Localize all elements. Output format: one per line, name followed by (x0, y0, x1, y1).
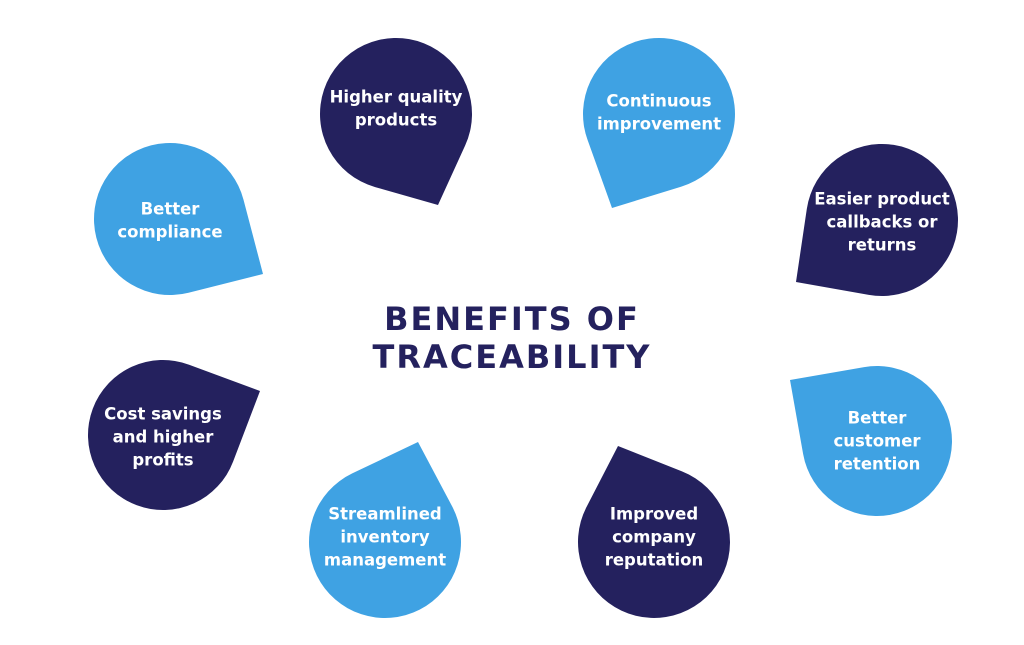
benefit-drop-shape (790, 366, 952, 517)
benefit-drop-shape (582, 37, 735, 209)
benefit-drop-shape (309, 442, 462, 619)
benefit-label-line: Better (141, 200, 201, 219)
benefit-drop: Improved company reputation (577, 446, 730, 618)
benefit-drop: Cost savings and higher profits (87, 360, 260, 511)
benefit-label-line: company (612, 528, 696, 547)
benefit-drop: Easier product callbacks or returns (796, 143, 959, 296)
benefit-label-line: customer (833, 432, 921, 451)
benefit-drop-shape (87, 360, 260, 511)
benefit-drops: Higher quality products Continuous improvem… (87, 37, 959, 619)
benefit-label-line: reputation (605, 551, 704, 570)
benefit-label-line: callbacks or (827, 213, 939, 232)
benefit-drop: Better compliance (93, 143, 263, 296)
benefit-label-line: returns (848, 236, 917, 255)
benefit-drop: Continuous improvement (582, 37, 735, 209)
diagram-title-line-2: TRACEABILITY (373, 338, 652, 376)
benefit-label-line: Streamlined (328, 505, 442, 524)
benefit-label-line: retention (834, 455, 921, 474)
benefit-drop-shape (796, 143, 959, 296)
benefit-label-line: Continuous (606, 92, 711, 111)
benefit-label-line: compliance (117, 223, 222, 242)
benefit-label-line: and higher (113, 428, 215, 447)
benefit-label-line: improvement (597, 115, 721, 134)
benefit-label-line: Better (848, 409, 908, 428)
benefit-drop: Better customer retention (790, 366, 952, 517)
benefit-drop: Streamlined inventory management (309, 442, 462, 619)
benefit-label-line: profits (132, 451, 193, 470)
benefit-label-line: Improved (610, 505, 698, 524)
benefit-label-line: inventory (340, 528, 429, 547)
benefit-label-line: management (324, 551, 446, 570)
benefit-drop: Higher quality products (320, 38, 473, 205)
benefit-drop-shape (93, 143, 263, 296)
benefit-drop-shape (577, 446, 730, 618)
benefit-drop-shape (320, 38, 473, 205)
diagram-title-line-1: BENEFITS OF (384, 300, 640, 338)
benefit-label-line: Higher quality (330, 88, 463, 107)
benefit-label-line: products (355, 111, 438, 130)
benefit-label-line: Cost savings (104, 405, 222, 424)
benefit-label-line: Easier product (814, 190, 950, 209)
